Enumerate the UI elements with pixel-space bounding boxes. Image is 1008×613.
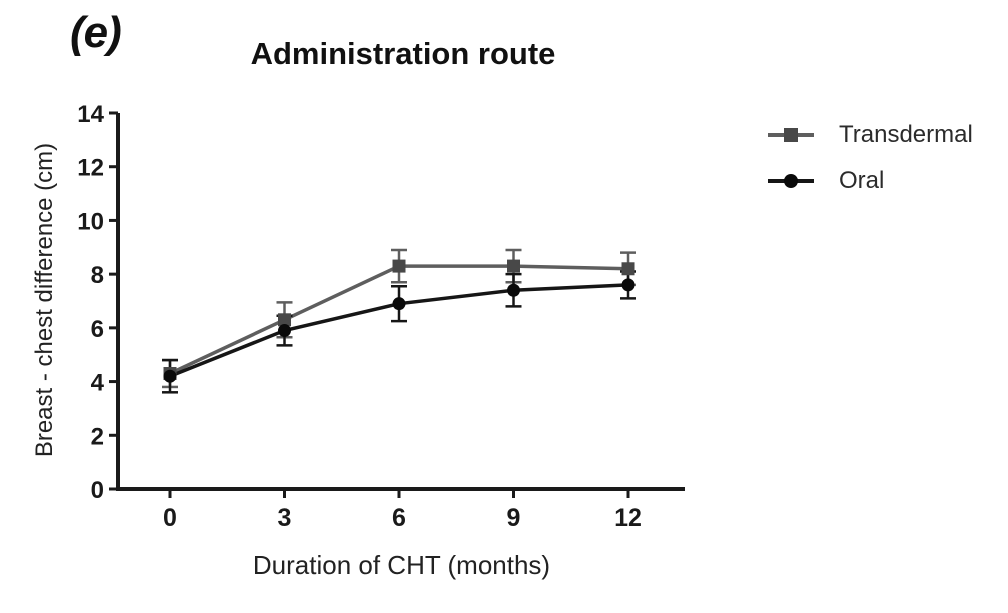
transdermal-line-swatch — [768, 128, 814, 142]
marker-circle-oral-9 — [507, 283, 521, 297]
y-tick-label: 2 — [91, 423, 104, 450]
legend: Transdermal Oral — [768, 120, 973, 196]
legend-label-transdermal: Transdermal — [839, 121, 973, 148]
x-tick-label: 3 — [278, 504, 292, 532]
y-tick-label: 12 — [77, 155, 104, 182]
y-tick-label: 4 — [91, 370, 105, 397]
y-tick-label: 14 — [77, 101, 104, 128]
x-tick-label: 9 — [507, 504, 521, 532]
y-tick-label: 6 — [91, 316, 104, 343]
legend-item-oral: Oral — [768, 166, 973, 196]
marker-circle-oral-3 — [278, 324, 292, 338]
marker-square-transdermal-6 — [392, 259, 406, 273]
chart-title: Administration route — [250, 36, 556, 71]
marker-square-transdermal-9 — [507, 259, 521, 273]
marker-circle-oral-0 — [163, 369, 177, 383]
marker-circle-oral-6 — [392, 297, 406, 311]
marker-square-transdermal-12 — [621, 262, 635, 276]
legend-item-transdermal: Transdermal — [768, 120, 973, 150]
x-tick-label: 12 — [614, 504, 642, 532]
oral-circle-marker-icon — [784, 174, 798, 188]
y-tick-label: 10 — [77, 208, 104, 235]
panel-label: (e) — [70, 8, 122, 57]
y-tick-label: 8 — [91, 262, 104, 289]
x-tick-label: 0 — [163, 504, 177, 532]
marker-square-transdermal-3 — [278, 313, 292, 327]
y-tick-label: 0 — [91, 477, 104, 504]
legend-label-oral: Oral — [839, 167, 885, 194]
x-tick-label: 6 — [392, 504, 406, 532]
x-axis-label: Duration of CHT (months) — [252, 550, 551, 580]
marker-circle-oral-12 — [621, 278, 635, 292]
oral-line-swatch — [768, 174, 814, 188]
transdermal-square-marker-icon — [784, 128, 798, 142]
